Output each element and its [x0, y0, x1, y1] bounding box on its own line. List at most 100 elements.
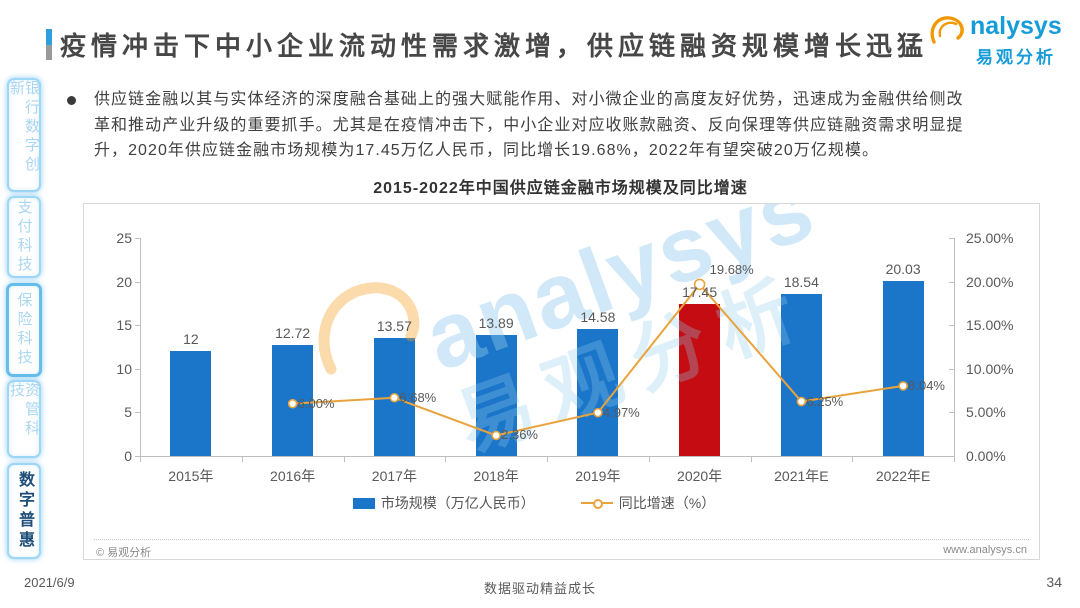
- legend-item-growth-rate: 同比增速（%）: [580, 493, 716, 513]
- bar-series-swatch-icon: [352, 497, 375, 509]
- right-axis-tick: [949, 281, 954, 283]
- bar-value-label: 13.89: [478, 314, 514, 331]
- right-axis-tick-label: 10.00%: [966, 360, 1014, 377]
- right-axis-tick-label: 20.00%: [966, 273, 1014, 290]
- right-axis-tick-label: 15.00%: [966, 317, 1014, 334]
- bullet-line: 升，2020年供应链金融市场规模为17.45万亿人民币，同比增长19.68%，2…: [94, 142, 880, 159]
- x-axis-tick: [140, 457, 141, 462]
- right-axis-tick-label: 25.00%: [966, 230, 1014, 246]
- market-size-bar-2022年E: [882, 281, 924, 456]
- bullet-icon: [67, 96, 76, 105]
- left-axis-tick: [135, 281, 140, 283]
- x-axis-tick: [750, 457, 752, 462]
- left-axis-tick: [135, 368, 140, 370]
- sidebar-item-label: 保险科技: [15, 292, 33, 368]
- bar-value-label: 14.58: [580, 308, 616, 325]
- left-axis-tick-label: 15: [116, 317, 132, 334]
- x-axis-category-label: 2016年: [270, 468, 316, 484]
- left-axis-line: [140, 238, 141, 457]
- left-axis-tick-label: 0: [124, 448, 132, 464]
- sidebar-item-insurance-tech[interactable]: 保险科技: [6, 283, 42, 377]
- x-axis-tick: [343, 457, 345, 462]
- right-axis-tick: [949, 325, 954, 327]
- sidebar-item-label: 数字普惠: [16, 471, 33, 551]
- logo-text-cn: 易观分析: [976, 48, 1056, 67]
- sidebar-item-payment-tech[interactable]: 支付科技: [7, 196, 41, 278]
- x-axis-category-label: 2015年: [168, 468, 214, 484]
- growth-rate-label: 6.25%: [806, 393, 844, 409]
- title-accent-bar: [46, 29, 52, 60]
- market-size-bar-2021年E: [780, 294, 822, 456]
- footer-page-number: 34: [1046, 574, 1062, 590]
- left-axis-tick-label: 10: [116, 360, 132, 377]
- right-axis-tick-label: 0.00%: [966, 448, 1006, 464]
- legend-label: 同比增速（%）: [618, 495, 716, 511]
- left-axis-tick: [135, 325, 140, 327]
- growth-rate-label: 6.00%: [297, 395, 335, 411]
- bullet-line: 供应链金融以其与实体经济的深度融合基础上的强大赋能作用、对小微企业的高度友好优势…: [94, 91, 964, 108]
- chart-legend: 市场规模（万亿人民币） 同比增速（%）: [84, 493, 984, 513]
- copyright-note: © 易观分析: [96, 547, 152, 559]
- x-axis-category-label: 2021年E: [774, 468, 829, 484]
- x-axis-tick: [445, 457, 447, 462]
- footer-date: 2021/6/9: [24, 575, 75, 590]
- chart-title: 2015-2022年中国供应链金融市场规模及同比增速: [373, 180, 748, 197]
- right-axis-tick: [949, 412, 954, 414]
- x-axis-category-label: 2019年: [575, 468, 621, 484]
- sidebar-item-label: 银行数字创新: [8, 80, 40, 175]
- page-title: 疫情冲击下中小企业流动性需求激增，供应链融资规模增长迅猛: [60, 31, 929, 61]
- bar-value-label: 17.45: [682, 283, 718, 300]
- left-axis-tick: [135, 456, 140, 457]
- left-axis-tick-label: 20: [116, 273, 132, 290]
- bar-value-label: 12: [183, 331, 199, 348]
- sidebar-item-bank-digital-innovation[interactable]: 银行数字创新: [7, 78, 41, 192]
- market-size-bar-2020年: [679, 303, 721, 456]
- panel-divider: [94, 539, 1029, 540]
- growth-rate-label: 6.68%: [399, 389, 437, 405]
- left-axis-tick-label: 5: [124, 404, 132, 421]
- growth-rate-label: 4.97%: [602, 404, 640, 420]
- chart-panel: analysys 易观分析 市场规模（万亿人民币） 同比增速（%） © 易观分析…: [83, 203, 1040, 560]
- bullet-paragraph: 供应链金融以其与实体经济的深度融合基础上的强大赋能作用、对小微企业的高度友好优势…: [94, 87, 964, 164]
- right-axis-tick: [949, 238, 954, 239]
- sidebar-item-label: 支付科技: [15, 199, 33, 275]
- analysys-swoosh-icon: [930, 16, 964, 44]
- legend-item-market-size: 市场规模（万亿人民币）: [352, 493, 535, 513]
- left-axis-tick: [135, 412, 140, 414]
- x-axis-line: [140, 456, 955, 457]
- website-link[interactable]: www.analysys.cn: [943, 544, 1027, 556]
- market-size-bar-2015年: [170, 351, 212, 456]
- bar-value-label: 13.57: [376, 317, 412, 334]
- x-axis-tick: [241, 457, 243, 462]
- x-axis-tick: [852, 457, 854, 462]
- x-axis-category-label: 2022年E: [875, 468, 931, 484]
- market-size-bar-2019年: [577, 328, 619, 456]
- left-axis-tick-label: 25: [116, 230, 132, 246]
- growth-rate-label: 8.04%: [908, 377, 945, 393]
- x-axis-tick: [547, 457, 548, 462]
- right-axis-tick: [949, 368, 954, 370]
- sidebar-item-asset-mgmt-tech[interactable]: 资管科技: [7, 380, 41, 458]
- x-axis-tick: [954, 457, 955, 462]
- x-axis-category-label: 2020年: [677, 468, 723, 484]
- x-axis-tick: [648, 457, 650, 462]
- right-axis-line: [954, 238, 955, 457]
- sidebar-item-label: 资管科技: [8, 382, 40, 439]
- logo-text-en: nalysys: [970, 12, 1062, 40]
- growth-rate-label: 2.36%: [501, 427, 538, 443]
- sidebar-item-digital-inclusion[interactable]: 数字普惠: [7, 463, 41, 559]
- left-axis-tick: [135, 238, 140, 239]
- analysys-logo: nalysys 易观分析: [926, 10, 1066, 68]
- x-axis-category-label: 2018年: [473, 468, 519, 484]
- bar-value-label: 12.72: [275, 325, 311, 342]
- legend-label: 市场规模（万亿人民币）: [380, 495, 535, 511]
- right-axis-tick: [949, 456, 954, 457]
- bullet-line: 革和推动产业升级的重要抓手。尤其是在疫情冲击下，中小企业对应收账款融资、反向保理…: [94, 116, 964, 134]
- growth-rate-label: 19.68%: [709, 262, 754, 278]
- x-axis-category-label: 2017年: [371, 468, 417, 484]
- footer-slogan: 数据驱动精益成长: [483, 581, 596, 596]
- line-series-swatch-icon: [580, 499, 613, 509]
- right-axis-tick-label: 5.00%: [966, 404, 1006, 421]
- bar-value-label: 20.03: [885, 261, 921, 278]
- bar-value-label: 18.54: [783, 274, 819, 291]
